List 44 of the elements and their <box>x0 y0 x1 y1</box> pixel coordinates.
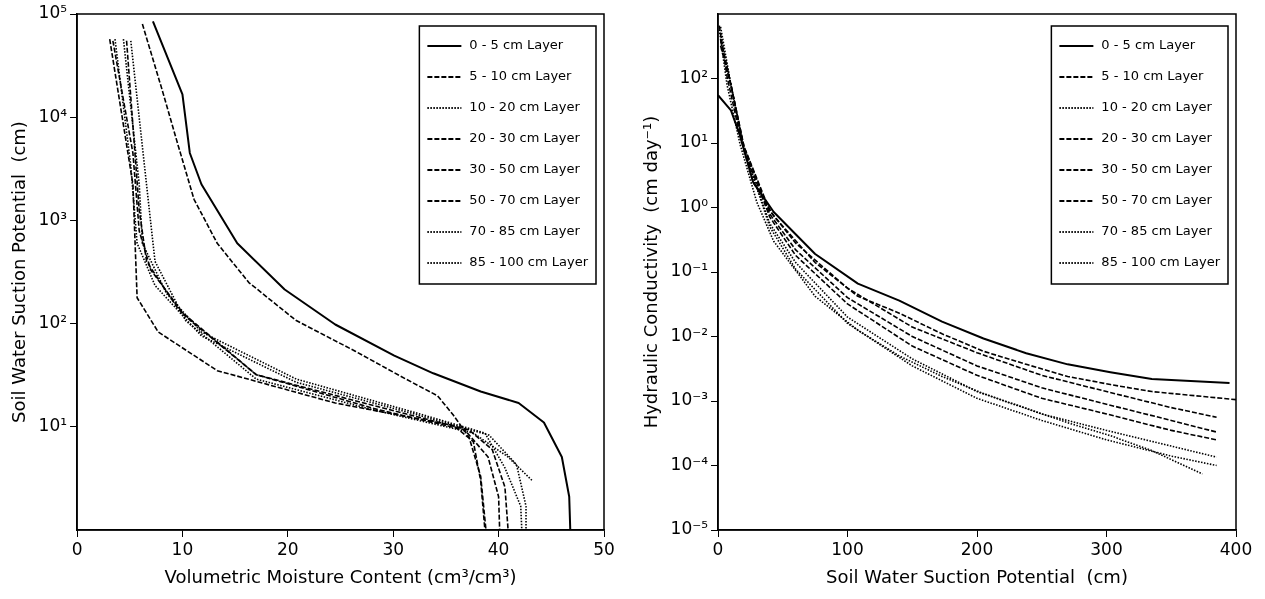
legend-label: 5 - 10 cm Layer <box>469 68 573 84</box>
x-tick-label: 400 <box>1219 538 1253 559</box>
x-axis-title: Soil Water Suction Potential (cm) <box>826 565 1128 587</box>
x-tick-label: 50 <box>593 538 615 559</box>
x-tick-label: 300 <box>1090 538 1123 559</box>
legend-label: 30 - 50 cm Layer <box>469 161 581 177</box>
legend-label: 50 - 70 cm Layer <box>1101 192 1213 208</box>
y-tick-label: 10⁵ <box>38 2 68 23</box>
y-tick-label: 10² <box>679 66 709 87</box>
y-tick-label: 10⁰ <box>679 195 709 216</box>
y-tick-label: 10⁻⁴ <box>670 453 709 474</box>
x-tick-label: 200 <box>960 538 994 559</box>
x-tick-label: 40 <box>487 538 510 559</box>
y-axis-title: Soil Water Suction Potential (cm) <box>8 121 30 423</box>
legend-label: 5 - 10 cm Layer <box>1101 68 1205 84</box>
y-tick-label: 10⁻² <box>670 324 709 345</box>
y-tick-label: 10⁻⁵ <box>670 518 709 539</box>
y-axis-title: Hydraulic Conductivity (cm day⁻¹) <box>640 115 662 429</box>
legend-label: 85 - 100 cm Layer <box>469 254 589 270</box>
legend-label: 10 - 20 cm Layer <box>1101 99 1213 115</box>
legend-label: 85 - 100 cm Layer <box>1101 254 1221 270</box>
y-tick-label: 10⁴ <box>38 105 68 126</box>
y-tick-label: 10² <box>38 312 68 333</box>
legend-label: 0 - 5 cm Layer <box>1101 37 1196 53</box>
legend-label: 70 - 85 cm Layer <box>469 223 581 239</box>
x-axis-title: Volumetric Moisture Content (cm³/cm³) <box>164 565 517 587</box>
x-tick-label: 30 <box>382 538 405 559</box>
legend-label: 0 - 5 cm Layer <box>469 37 564 53</box>
legend-label: 10 - 20 cm Layer <box>469 99 581 115</box>
y-tick-label: 10³ <box>38 208 68 229</box>
y-tick-label: 10¹ <box>679 131 709 152</box>
y-tick-label: 10⁻¹ <box>670 260 709 281</box>
legend-label: 50 - 70 cm Layer <box>469 192 581 208</box>
x-tick-label: 10 <box>171 538 194 559</box>
legend-label: 30 - 50 cm Layer <box>1101 161 1213 177</box>
x-tick-label: 0 <box>71 538 83 559</box>
legend-label: 70 - 85 cm Layer <box>1101 223 1213 239</box>
legend-label: 20 - 30 cm Layer <box>469 130 581 146</box>
x-tick-label: 0 <box>712 538 724 559</box>
x-tick-label: 100 <box>831 538 864 559</box>
y-tick-label: 10⁻³ <box>670 389 709 410</box>
legend-label: 20 - 30 cm Layer <box>1101 130 1213 146</box>
y-tick-label: 10¹ <box>38 415 68 436</box>
x-tick-label: 20 <box>277 538 299 559</box>
